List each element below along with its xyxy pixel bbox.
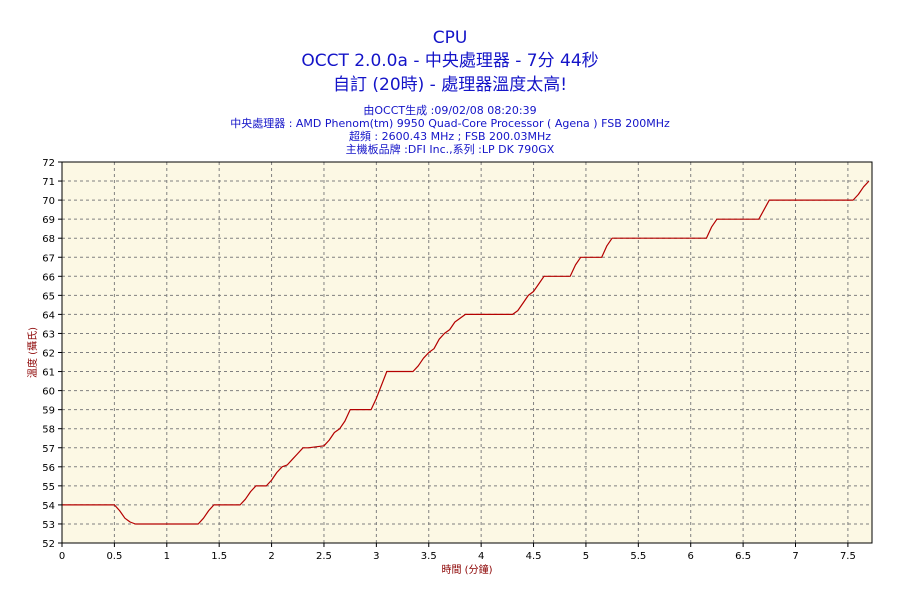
info-cpu: 中央處理器 : AMD Phenom(tm) 9950 Quad-Core Pr… xyxy=(230,117,670,130)
temperature-series-line xyxy=(62,180,870,525)
x-axis-title: 時間 (分鐘) xyxy=(442,563,493,576)
y-tick-label: 64 xyxy=(42,310,55,321)
y-tick-label: 57 xyxy=(42,444,55,455)
y-tick-label: 69 xyxy=(42,215,55,226)
y-tick-label: 70 xyxy=(42,196,55,207)
x-tick-label: 7.5 xyxy=(840,551,856,562)
y-tick-label: 53 xyxy=(42,520,55,531)
axis-ticks: 5253545556575859606162636465666768697071… xyxy=(42,158,856,562)
x-tick-label: 7 xyxy=(792,551,798,562)
y-tick-label: 58 xyxy=(42,425,55,436)
y-tick-label: 52 xyxy=(42,539,55,550)
y-tick-label: 61 xyxy=(42,368,55,379)
info-generated: 由OCCT生成 :09/02/08 08:20:39 xyxy=(363,104,537,117)
x-tick-label: 5 xyxy=(583,551,589,562)
plot-frame xyxy=(61,161,873,544)
y-tick-label: 59 xyxy=(42,406,55,417)
y-tick-label: 67 xyxy=(42,253,55,264)
y-tick-label: 63 xyxy=(42,329,55,340)
x-tick-label: 6.5 xyxy=(735,551,751,562)
y-tick-label: 56 xyxy=(42,463,55,474)
x-tick-label: 2.5 xyxy=(316,551,332,562)
x-tick-label: 4.5 xyxy=(526,551,542,562)
x-tick-label: 0 xyxy=(59,551,65,562)
chart-title: CPU xyxy=(432,28,468,48)
y-tick-label: 66 xyxy=(42,272,55,283)
x-tick-label: 4 xyxy=(478,551,484,562)
y-tick-label: 62 xyxy=(42,349,55,360)
y-tick-label: 65 xyxy=(42,291,55,302)
y-tick-label: 54 xyxy=(42,501,55,512)
info-motherboard: 主機板品牌 :DFI Inc.,系列 :LP DK 790GX xyxy=(345,143,555,156)
x-tick-label: 2 xyxy=(268,551,274,562)
x-tick-label: 3 xyxy=(373,551,379,562)
y-tick-label: 60 xyxy=(42,387,55,398)
x-tick-label: 3.5 xyxy=(421,551,437,562)
x-tick-label: 6 xyxy=(688,551,694,562)
y-tick-label: 55 xyxy=(42,482,55,493)
chart-subtitle-warning: 自訂 (20時) - 處理器溫度太高! xyxy=(332,75,568,95)
y-tick-label: 68 xyxy=(42,234,55,245)
y-axis-title: 溫度 (攝氏) xyxy=(26,327,39,378)
y-tick-label: 71 xyxy=(42,177,55,188)
x-tick-label: 0.5 xyxy=(106,551,122,562)
y-tick-label: 72 xyxy=(42,158,55,169)
x-tick-label: 1 xyxy=(164,551,170,562)
x-tick-label: 5.5 xyxy=(630,551,646,562)
chart-subtitle: OCCT 2.0.0a - 中央處理器 - 7分 44秒 xyxy=(301,51,599,71)
series-group xyxy=(62,180,870,525)
info-frequency: 超頻 : 2600.43 MHz ; FSB 200.03MHz xyxy=(348,130,552,143)
x-tick-label: 1.5 xyxy=(211,551,227,562)
